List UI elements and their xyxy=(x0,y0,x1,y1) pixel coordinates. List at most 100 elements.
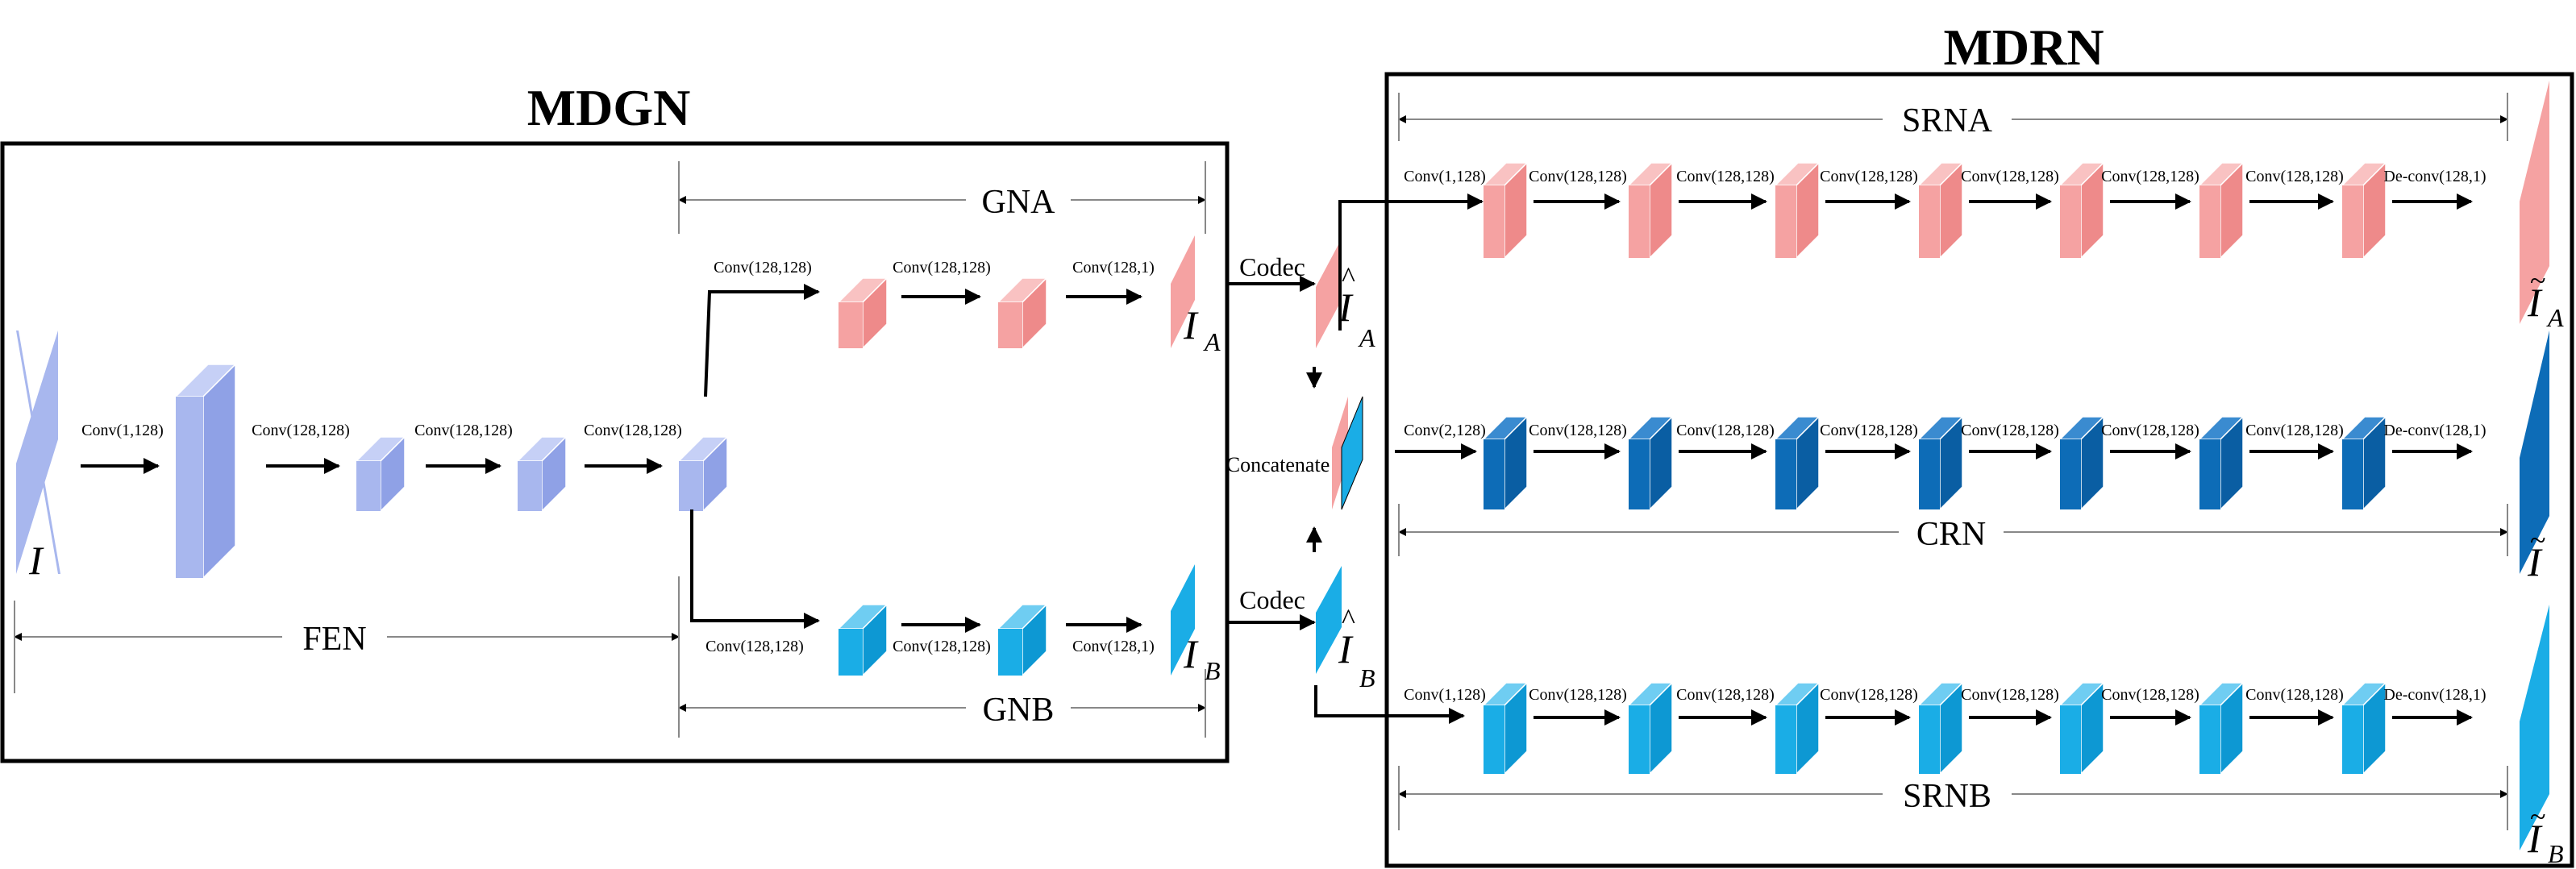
srnb-block-5 xyxy=(2058,681,2105,775)
concat-plane-a xyxy=(1332,397,1348,509)
gna-block-1 xyxy=(837,276,888,350)
symbol-i-a: I A xyxy=(1183,302,1221,356)
svg-text:B: B xyxy=(1205,656,1221,685)
codec-a-plane xyxy=(1316,239,1342,348)
svg-text:^: ^ xyxy=(1342,261,1355,293)
concat-plane-b xyxy=(1341,396,1363,510)
srnb-block-6 xyxy=(2198,681,2245,775)
mdrn-title: MDRN xyxy=(1943,19,2104,76)
svg-text:I: I xyxy=(1183,302,1199,347)
branch-arrow-gna xyxy=(704,284,820,397)
gna-layer-2-label: Conv(128,128) xyxy=(893,259,991,276)
svg-text:I: I xyxy=(1338,285,1354,330)
bracket-crn: CRN xyxy=(1398,504,2508,556)
srna-label: SRNA xyxy=(1902,102,1993,139)
srna-output-plane xyxy=(2520,81,2549,324)
crn-block-2 xyxy=(1627,415,1674,511)
srna-layer-7-label: Conv(128,128) xyxy=(2245,168,2344,185)
input-plane-face xyxy=(16,331,58,574)
srnb-block-7 xyxy=(2341,681,2387,775)
crn-layer-1-label: Conv(2,128) xyxy=(1404,422,1486,439)
srnb-block-4 xyxy=(1917,681,1964,775)
gna-output-plane xyxy=(1171,235,1195,348)
gna-layer-3-label: Conv(128,1) xyxy=(1072,259,1155,276)
srna-block-2 xyxy=(1627,161,1674,260)
srnb-block-3 xyxy=(1774,681,1821,775)
svg-text:I: I xyxy=(2527,280,2543,325)
svg-text:~: ~ xyxy=(2530,524,2545,556)
crn-layer-2-label: Conv(128,128) xyxy=(1529,422,1627,439)
srnb-output-plane xyxy=(2520,605,2549,850)
srna-block-7 xyxy=(2341,161,2387,260)
svg-text:~: ~ xyxy=(2530,264,2545,297)
fen-block-1 xyxy=(174,363,237,580)
fen-label: FEN xyxy=(302,621,366,658)
srnb-layer-6-label: Conv(128,128) xyxy=(2101,686,2199,704)
srna-layer-6-label: Conv(128,128) xyxy=(2101,168,2199,185)
gnb-block-2 xyxy=(997,603,1048,677)
srna-layer-4-label: Conv(128,128) xyxy=(1820,168,1918,185)
srnb-layer-1-label: Conv(1,128) xyxy=(1404,686,1486,704)
srna-layer-8-label: De-conv(128,1) xyxy=(2383,168,2486,185)
fen-layer-2-label: Conv(128,128) xyxy=(252,422,350,439)
srna-layer-3-label: Conv(128,128) xyxy=(1676,168,1775,185)
symbol-i-hat-a: ^ I A xyxy=(1338,261,1375,352)
bracket-srna: SRNA xyxy=(1398,93,2508,141)
svg-text:~: ~ xyxy=(2530,800,2545,833)
bracket-fen: FEN xyxy=(14,576,680,693)
input-symbol: I xyxy=(28,538,44,583)
fen-block-3 xyxy=(516,435,568,513)
branch-arrow-gnb xyxy=(690,509,820,629)
srna-layer-5-label: Conv(128,128) xyxy=(1961,168,2059,185)
crn-block-6 xyxy=(2198,415,2245,511)
srnb-layer-5-label: Conv(128,128) xyxy=(1961,686,2059,704)
srna-layer-2-label: Conv(128,128) xyxy=(1529,168,1627,185)
crn-layer-4-label: Conv(128,128) xyxy=(1820,422,1918,439)
srna-block-4 xyxy=(1917,161,1964,260)
arrows-layer xyxy=(81,193,2473,726)
srnb-layer-2-label: Conv(128,128) xyxy=(1529,686,1627,704)
srnb-entry-arrow xyxy=(1314,685,1465,724)
srna-block-3 xyxy=(1774,161,1821,260)
srna-block-6 xyxy=(2198,161,2245,260)
bracket-srnb: SRNB xyxy=(1398,766,2508,830)
gnb-layer-1-label: Conv(128,128) xyxy=(705,638,804,655)
srnb-layer-7-label: Conv(128,128) xyxy=(2245,686,2344,704)
svg-text:A: A xyxy=(2546,303,2564,332)
gnb-layer-2-label: Conv(128,128) xyxy=(893,638,991,655)
bracket-gnb: GNB xyxy=(678,669,1206,738)
fen-layer-4-label: Conv(128,128) xyxy=(584,422,682,439)
svg-text:B: B xyxy=(2548,839,2564,868)
symbol-i-tilde: ~ I xyxy=(2527,524,2545,584)
codec-b-label: Codec xyxy=(1239,585,1305,614)
codec-a-label: Codec xyxy=(1239,252,1305,281)
symbol-i-b: I B xyxy=(1183,631,1221,685)
svg-text:A: A xyxy=(1203,327,1221,356)
symbol-i-hat-b: ^ I B xyxy=(1338,603,1375,692)
mdgn-box xyxy=(0,141,1230,763)
crn-block-1 xyxy=(1482,415,1529,511)
srnb-layer-3-label: Conv(128,128) xyxy=(1676,686,1775,704)
gna-block-2 xyxy=(997,276,1048,350)
srnb-block-2 xyxy=(1627,681,1674,775)
crn-layer-7-label: Conv(128,128) xyxy=(2245,422,2344,439)
symbol-i-tilde-a: ~ I A xyxy=(2527,264,2564,332)
symbol-i-tilde-b: ~ I B xyxy=(2527,800,2564,868)
crn-layer-6-label: Conv(128,128) xyxy=(2101,422,2199,439)
codec-b-plane xyxy=(1316,566,1342,674)
crn-block-5 xyxy=(2058,415,2105,511)
fen-layer-1-label: Conv(1,128) xyxy=(81,422,164,439)
fen-layer-3-label: Conv(128,128) xyxy=(414,422,513,439)
gnb-layer-3-label: Conv(128,1) xyxy=(1072,638,1155,655)
crn-layer-5-label: Conv(128,128) xyxy=(1961,422,2059,439)
srna-block-1 xyxy=(1482,161,1529,260)
mdrn-box xyxy=(1384,72,2574,868)
gnb-block-1 xyxy=(837,603,888,677)
layer-labels: Conv(1,128) Conv(128,128) Conv(128,128) Con… xyxy=(81,168,2486,704)
crn-block-7 xyxy=(2341,415,2387,511)
srnb-layer-4-label: Conv(128,128) xyxy=(1820,686,1918,704)
crn-output-plane xyxy=(2520,331,2549,574)
shapes-layer xyxy=(16,81,2549,850)
gna-label: GNA xyxy=(982,184,1056,221)
